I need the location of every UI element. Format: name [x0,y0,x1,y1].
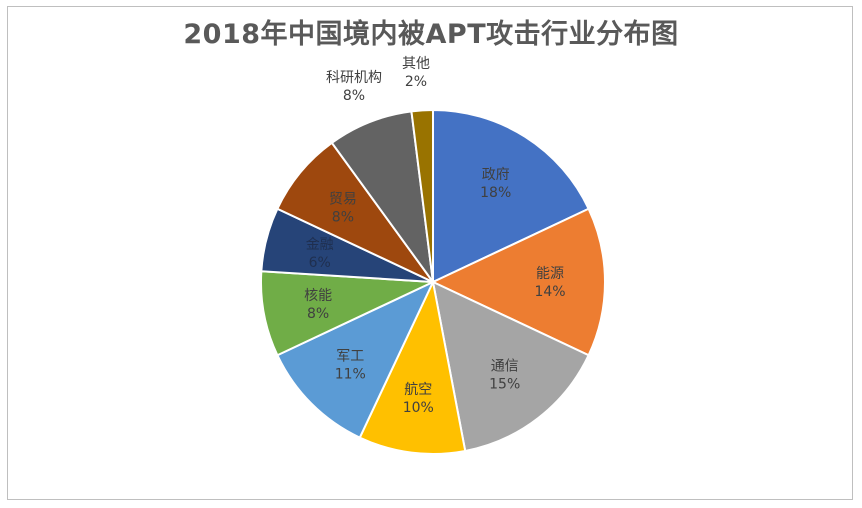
slice-category-label: 核能 [304,288,332,304]
slice-percent-label: 18% [480,185,511,201]
slice-category-label: 其他 [402,56,430,72]
pie-slice-1 [432,108,590,284]
slice-category-label: 金融 [306,237,334,253]
slice-percent-label: 10% [403,400,434,416]
slice-category-label: 军工 [336,349,364,365]
slice-percent-label: 8% [307,306,329,322]
slice-percent-label: 2% [405,74,427,90]
slice-percent-label: 8% [343,88,365,104]
slice-category-label: 政府 [482,167,510,183]
slice-category-label: 科研机构 [326,70,382,86]
pie-slices [260,108,606,455]
slice-category-label: 通信 [491,358,519,374]
slice-percent-label: 11% [335,367,366,383]
pie-slice-10 [410,108,434,283]
pie-slice-3 [431,280,590,453]
pie-slice-4 [358,278,467,455]
slice-category-label: 贸易 [329,191,357,207]
slice-category-label: 航空 [404,382,432,398]
slice-category-label: 能源 [536,266,564,282]
slice-percent-label: 6% [309,255,331,271]
slice-percent-label: 8% [332,209,354,225]
slice-percent-label: 14% [534,284,565,300]
pie-slice-2 [430,207,606,357]
pie-labels: 政府 18% 能源 14% 通信 15% 航空 10% 军工 11% 核能 8% 金融 6% 贸易 8% 科研机… [304,56,565,416]
chart-title: 2018年中国境内被APT攻击行业分布图 [183,19,679,50]
pie-slice-5 [276,279,436,439]
slice-percent-label: 15% [489,376,520,392]
